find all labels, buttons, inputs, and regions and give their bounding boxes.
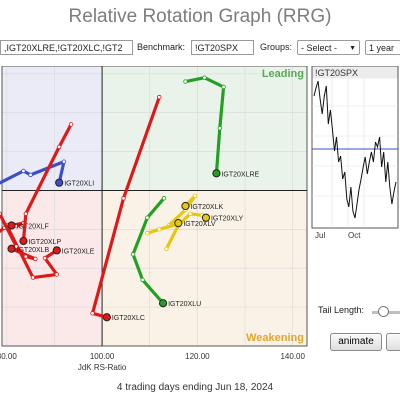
series-igt20xli: IGT20XLI: [0, 159, 94, 188]
benchmark-panel: !GT20SPX Jul Oct: [311, 66, 399, 240]
groups-select-value: - Select -: [301, 43, 338, 53]
series-label: IGT20XLE: [62, 248, 95, 255]
improving-quadrant: [2, 66, 103, 191]
tail-point: [33, 256, 38, 262]
series-label: IGT20XLRE: [221, 171, 259, 178]
tail-point: [54, 272, 60, 277]
rrg-chart: Leading Weakening 80.00 100.00 120.00 140.00 J…: [0, 66, 308, 372]
tail-point: [23, 254, 29, 259]
series-label: IGT20XLY: [211, 216, 243, 223]
x-tick-label: 120.00: [185, 352, 210, 361]
tail-point: [23, 211, 29, 216]
groups-select[interactable]: - Select - ▼: [297, 40, 360, 55]
tail-point: [42, 255, 48, 261]
tail-point: [61, 159, 67, 164]
tail-point: [183, 79, 188, 84]
quadrant-label-leading: Leading: [262, 68, 304, 80]
series-tail-line: [167, 194, 197, 228]
page-title: Relative Rotation Graph (RRG): [68, 6, 332, 27]
series-head-marker: [158, 299, 168, 308]
benchmark-label: !GT20SPX: [315, 68, 358, 78]
quadrant-label-weakening: Weakening: [246, 332, 304, 344]
series-head-marker: [201, 213, 211, 222]
tail-point: [192, 193, 198, 199]
series-igt20xlre: IGT20XLRE: [183, 75, 260, 178]
x-tick-label: 100.00: [90, 352, 115, 361]
tail-point: [157, 227, 162, 232]
series-head-marker: [19, 236, 28, 246]
series-igt20xlu: IGT20XLU: [130, 196, 201, 308]
tail-point: [157, 94, 162, 100]
tail-point: [145, 231, 150, 236]
tail-point: [121, 196, 126, 201]
series-head-marker: [102, 313, 111, 322]
chevron-down-icon: ▼: [349, 45, 356, 52]
series-label: IGT20XLP: [28, 239, 61, 246]
series-head-marker: [181, 201, 190, 211]
benchmark-x-tick-label: Oct: [348, 231, 361, 240]
benchmark-price-line: [313, 80, 397, 219]
period-select[interactable]: 1 year: [365, 40, 400, 55]
series-igt20xle: IGT20XLE: [4, 223, 95, 280]
series-head-marker: [7, 244, 16, 253]
series-head-marker: [174, 219, 183, 228]
series-igt20xly: IGT20XLY: [164, 211, 243, 251]
benchmark-frame: [311, 66, 399, 229]
tail-point: [188, 211, 193, 216]
x-tick-label: 80.00: [0, 352, 17, 361]
footer-caption: 4 trading days ending Jun 18, 2024: [116, 382, 274, 393]
tail-point: [164, 246, 169, 251]
series-tail-line: [21, 122, 73, 243]
series-label: IGT20XLK: [190, 204, 223, 211]
tail-point: [202, 75, 207, 80]
series-label: IGT20XLU: [168, 301, 201, 308]
tail-point: [30, 275, 36, 280]
tail-point: [217, 126, 222, 131]
tail-length-slider-handle[interactable]: [378, 306, 389, 317]
benchmark-label: Benchmark:: [137, 42, 186, 52]
tail-point: [0, 211, 2, 216]
tail-point: [140, 277, 145, 283]
benchmark-header: [312, 66, 398, 79]
series-igt20xlv: IGT20XLV: [145, 219, 216, 236]
tail-point: [161, 196, 167, 201]
animate-button[interactable]: animate: [330, 333, 382, 351]
series-label: IGT20XLV: [183, 221, 215, 228]
series-tail-line: [90, 95, 161, 319]
series-igt20xlp: IGT20XLP: [19, 122, 74, 246]
series-head-marker: [52, 246, 61, 255]
tail-point: [90, 311, 95, 316]
series-head-marker: [7, 221, 16, 230]
symbols-input[interactable]: ,IGT20XLRE,!GT20XLC,!GT2: [0, 40, 133, 55]
tail-point: [130, 252, 136, 257]
tail-point: [56, 144, 62, 150]
series-head-marker: [55, 178, 64, 187]
series-igt20xlb: IGT20XLB: [0, 211, 50, 262]
tail-point: [221, 84, 226, 90]
series-head-marker: [212, 169, 221, 178]
tail-point: [145, 215, 150, 220]
series-igt20xlc: IGT20XLC: [90, 94, 162, 322]
benchmark-grid: [312, 78, 398, 228]
series-label: IGT20XLB: [17, 247, 50, 254]
series-label: IGT20XLC: [112, 315, 145, 322]
benchmark-input[interactable]: !GT20SPX: [191, 40, 254, 55]
series-label: IGT20XLF: [17, 223, 49, 230]
tail-point: [21, 168, 26, 174]
groups-label: Groups:: [260, 42, 293, 52]
tail-point: [28, 172, 33, 178]
x-tick-label: 140.00: [280, 352, 305, 361]
period-select-value: 1 year: [369, 43, 395, 53]
benchmark-x-tick-label: Jul: [315, 231, 325, 240]
tail-length-label: Tail Length:: [318, 305, 365, 315]
leading-quadrant: [102, 66, 307, 191]
plot-frame: [1, 66, 308, 347]
tail-point: [68, 122, 74, 127]
series-label: IGT20XLI: [64, 181, 94, 188]
next-button[interactable]: [386, 333, 400, 351]
x-axis-label: JdK RS-Ratio: [78, 363, 127, 372]
